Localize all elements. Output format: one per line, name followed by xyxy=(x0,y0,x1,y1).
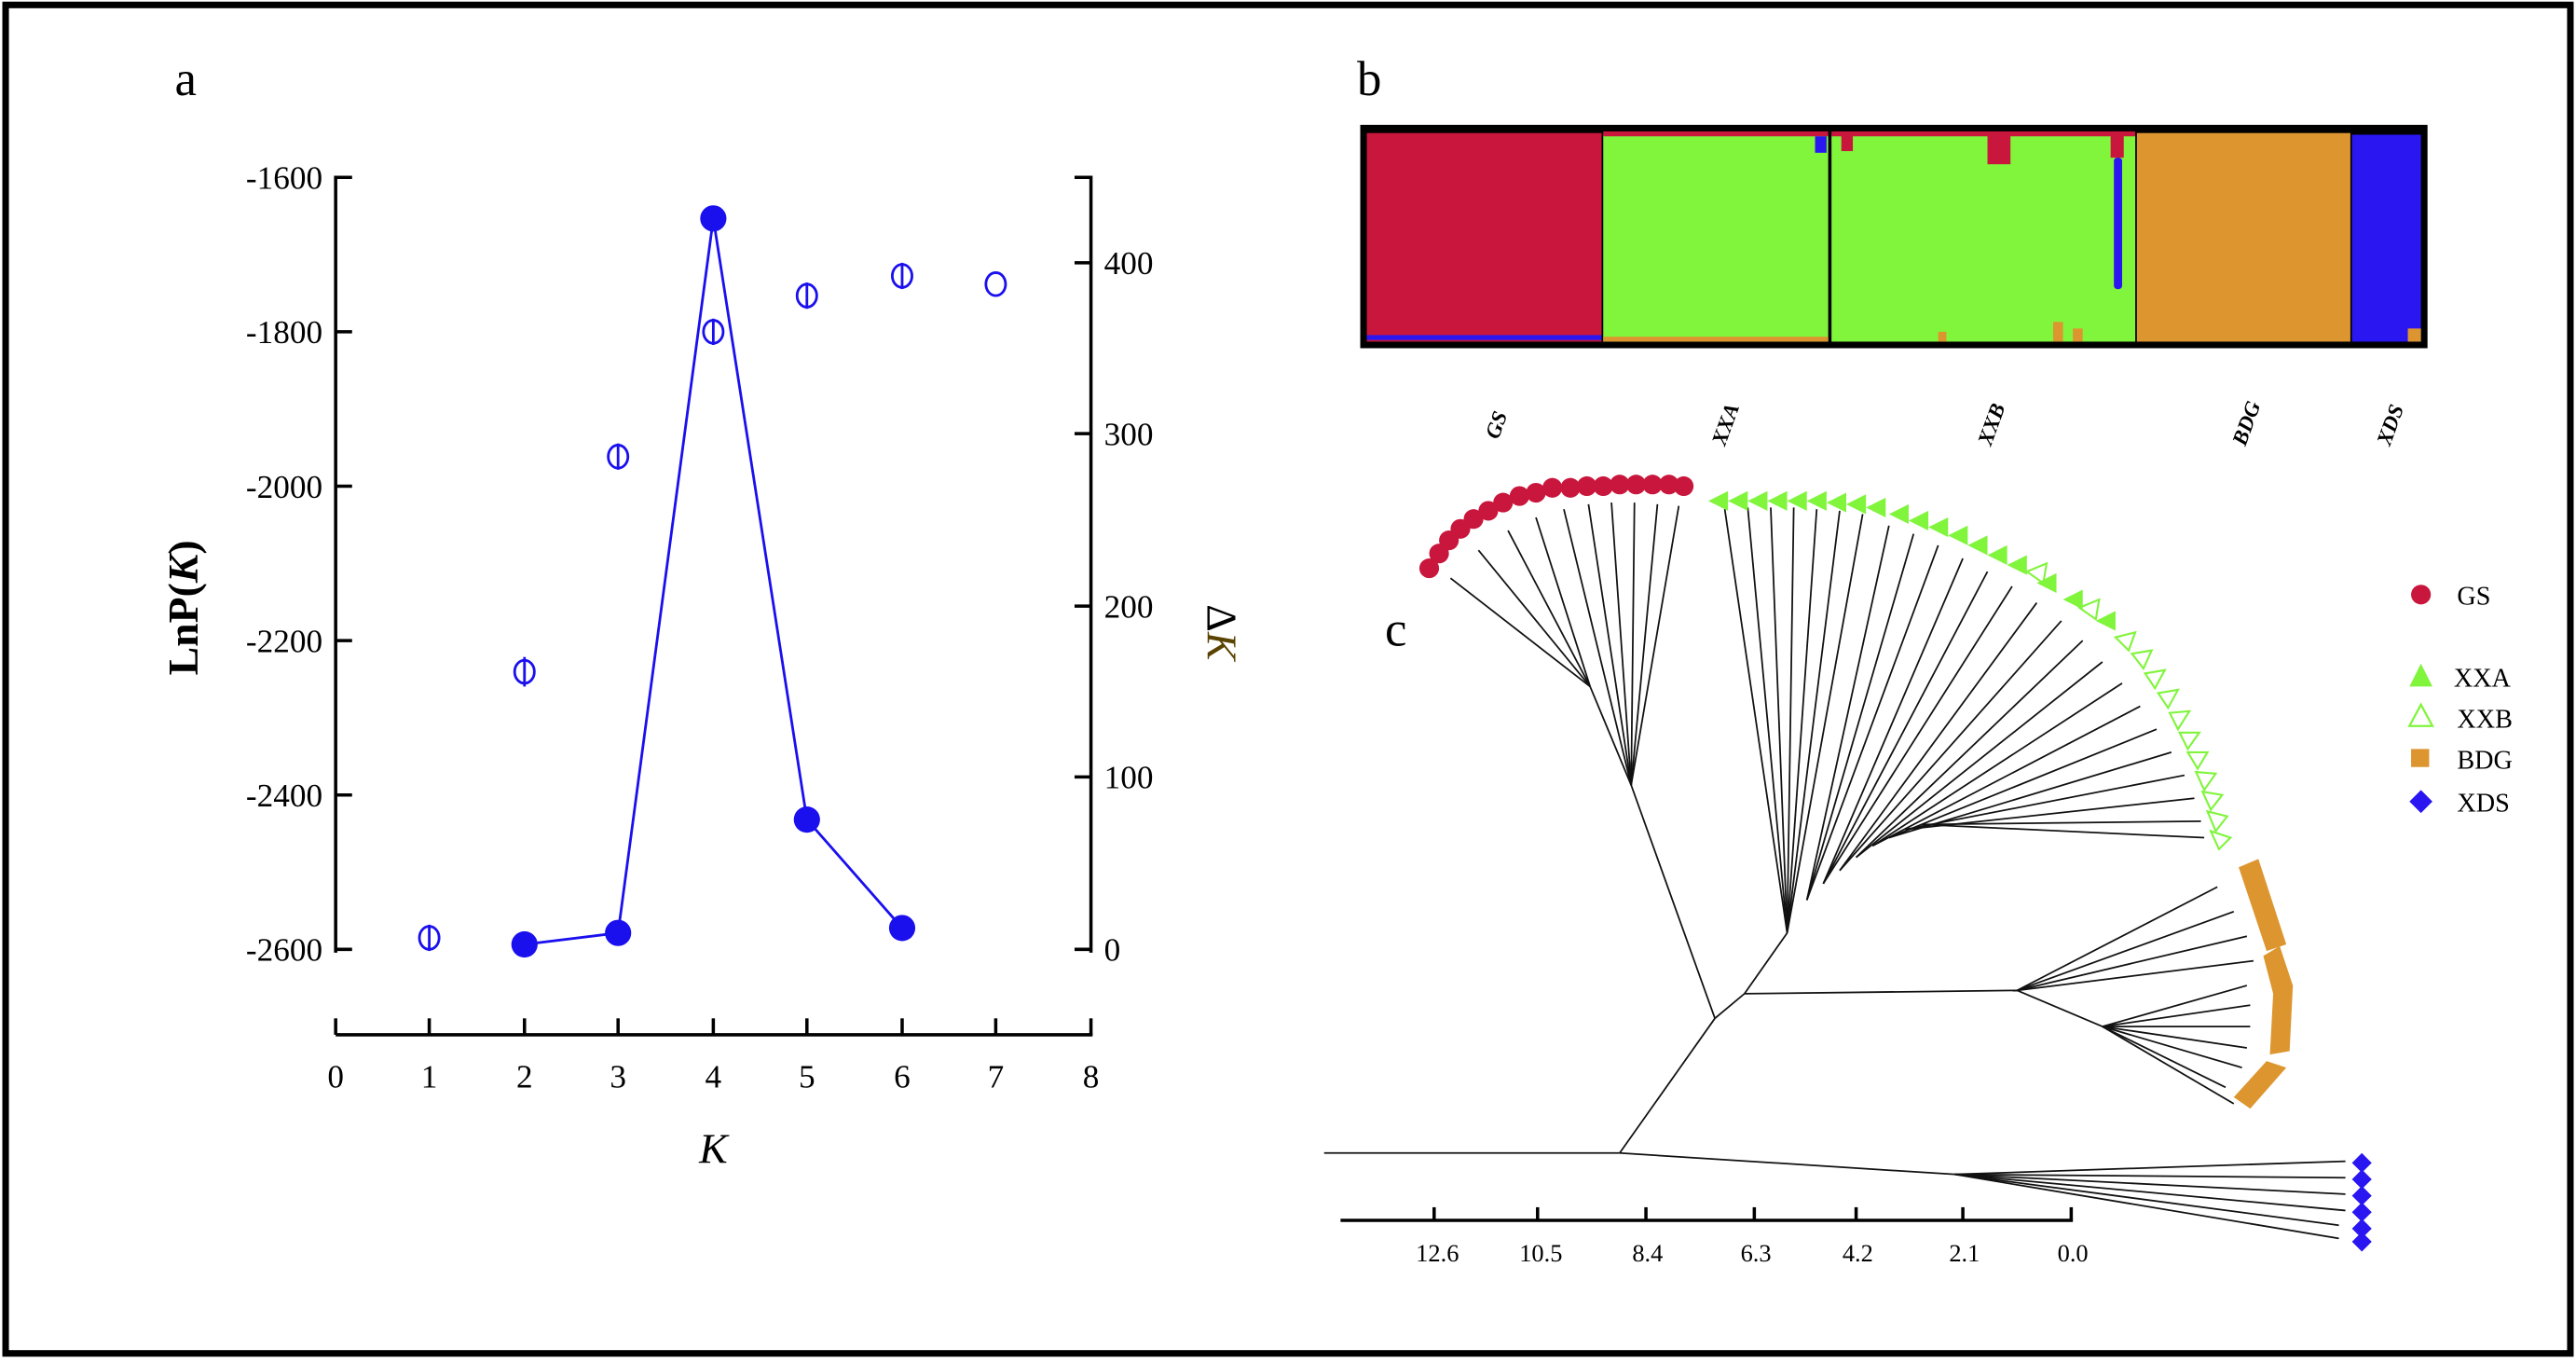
bar-group-bdg xyxy=(2136,132,2350,342)
scale-tick: 2.1 xyxy=(1949,1239,1980,1267)
xtick: 0 xyxy=(327,1058,344,1095)
bar-group-gs xyxy=(1366,132,1602,342)
panel-label-c: c xyxy=(1385,602,1406,656)
ytick: -2400 xyxy=(246,778,322,814)
data-point xyxy=(793,806,820,833)
xtick: 3 xyxy=(610,1058,626,1095)
panel-label-b: b xyxy=(1357,52,1381,106)
ytick: -1800 xyxy=(246,314,322,351)
group-label: BDG xyxy=(2227,398,2266,449)
y2tick: 0 xyxy=(1104,932,1121,969)
xtick: 2 xyxy=(516,1058,533,1095)
y2tick: 300 xyxy=(1104,416,1154,452)
xtick: 8 xyxy=(1083,1058,1100,1095)
tree-scale-ticks: 12.6 10.5 8.4 6.3 4.2 2.1 0.0 xyxy=(1416,1239,2088,1267)
series-deltak xyxy=(511,205,916,958)
scale-tick: 10.5 xyxy=(1519,1239,1562,1267)
tip-markers-bdg xyxy=(2233,859,2294,1109)
y-axis-left-label: LnP(K) xyxy=(159,540,207,675)
scale-tick: 4.2 xyxy=(1843,1239,1873,1267)
y-axis-right-ticks: 400 300 200 100 0 xyxy=(1104,245,1154,968)
data-point xyxy=(605,919,632,946)
svg-text:LnP(K): LnP(K) xyxy=(159,540,207,675)
xtick: 7 xyxy=(988,1058,1005,1095)
panel-a: a -1600 -1800 -2000 -2200 -2400 -2600 Ln… xyxy=(159,52,1246,1172)
svg-text:ΔK: ΔK xyxy=(1199,604,1246,662)
xtick: 6 xyxy=(894,1058,911,1095)
ytick: -2000 xyxy=(246,469,322,505)
ytick: -2600 xyxy=(246,932,322,969)
group-label: XXA xyxy=(1707,400,1745,449)
bdg-marker-icon xyxy=(2411,749,2430,767)
data-point xyxy=(511,930,538,958)
y-axis-left xyxy=(334,175,352,953)
scale-tick: 0.0 xyxy=(2058,1239,2089,1267)
tip-markers-xds xyxy=(2351,1152,2372,1252)
xtick: 5 xyxy=(799,1058,815,1095)
bar-group-xds xyxy=(2351,134,2421,342)
y2tick: 400 xyxy=(1104,245,1154,282)
tip-markers-xxb xyxy=(2024,561,2233,851)
legend-label: XXA xyxy=(2454,664,2512,693)
bar-group-xxb xyxy=(1831,134,2136,342)
data-point xyxy=(984,271,1007,297)
xxa-marker-icon xyxy=(2409,663,2432,687)
scale-tick: 8.4 xyxy=(1632,1239,1663,1267)
y-axis-right-label: ΔK xyxy=(1199,604,1246,662)
panel-label-a: a xyxy=(175,52,197,106)
scale-tick: 6.3 xyxy=(1741,1239,1772,1267)
tree-scale-bar xyxy=(1340,1206,2074,1222)
x-axis-label: K xyxy=(698,1124,730,1172)
group-label: XDS xyxy=(2372,402,2408,449)
group-label: XXB xyxy=(1973,400,2010,449)
y2tick: 100 xyxy=(1104,760,1154,796)
group-label: GS xyxy=(1481,408,1513,442)
legend-label: XXB xyxy=(2457,705,2512,734)
legend-label: XDS xyxy=(2457,789,2509,818)
structure-labels: GS XXA XXB BDG XDS xyxy=(1481,398,2408,449)
data-point xyxy=(888,915,916,942)
legend-label: GS xyxy=(2457,582,2490,611)
legend: GS XXA XXB BDG XDS xyxy=(2407,582,2570,855)
y-axis-left-ticks: -1600 -1800 -2000 -2200 -2400 -2600 xyxy=(246,160,322,969)
y2tick: 200 xyxy=(1104,588,1154,625)
ytick: -2200 xyxy=(246,623,322,659)
legend-label: BDG xyxy=(2457,747,2512,776)
x-axis xyxy=(334,1018,1093,1037)
panel-b: b GS XXA XXB BDG XDS xyxy=(1357,52,2428,449)
bar-group-xxa xyxy=(1603,134,1829,342)
phylogenetic-tree xyxy=(1323,503,2346,1240)
xds-marker-icon xyxy=(2409,790,2432,814)
xtick: 4 xyxy=(706,1058,722,1095)
xtick: 1 xyxy=(421,1058,438,1095)
scale-tick: 12.6 xyxy=(1416,1239,1459,1267)
xxb-marker-icon xyxy=(2407,702,2434,727)
tip-markers-gs xyxy=(1418,475,1694,579)
y-axis-right xyxy=(1074,175,1093,953)
tip-markers-xxa xyxy=(1708,490,2116,631)
panel-c: c xyxy=(1323,475,2570,1267)
series-lnpk xyxy=(418,262,1007,952)
ytick: -1600 xyxy=(246,160,322,197)
gs-marker-icon xyxy=(2411,585,2432,605)
x-axis-ticks: 0 1 2 3 4 5 6 7 8 xyxy=(327,1058,1099,1095)
data-point xyxy=(700,205,727,232)
